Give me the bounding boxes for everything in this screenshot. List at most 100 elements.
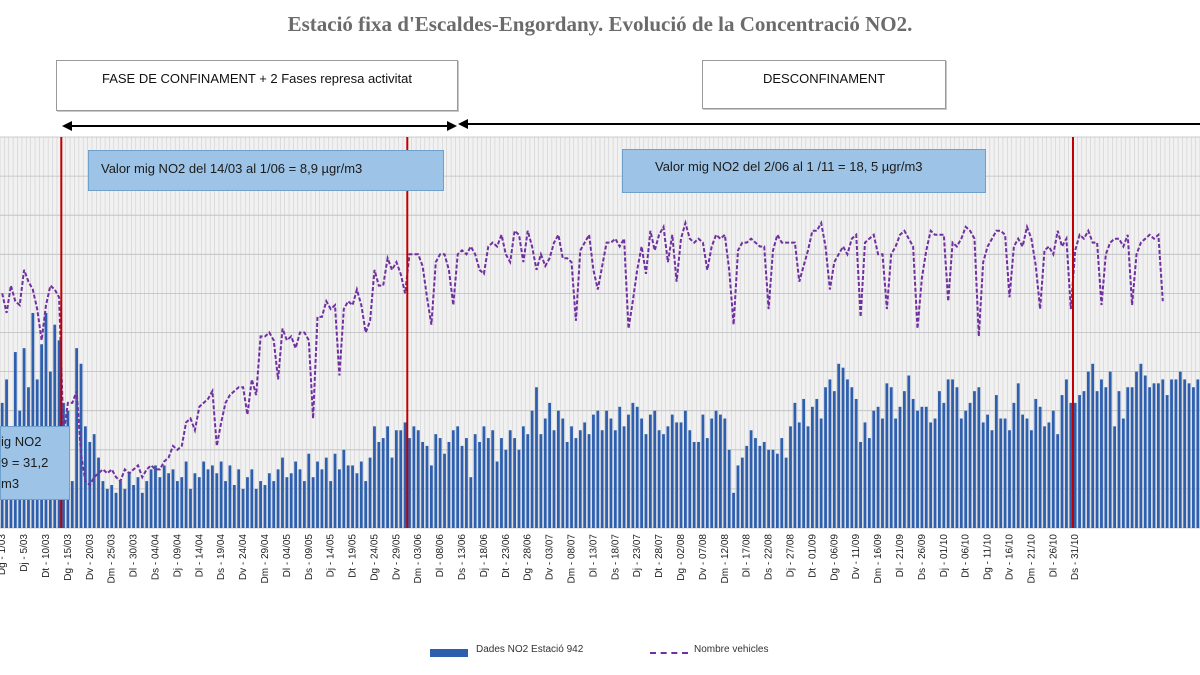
no2-bar [145,481,149,528]
x-tick-label: Dl - 26/10 [1048,534,1059,578]
no2-bar [600,430,604,528]
no2-bar [679,422,683,528]
no2-bar [648,414,652,528]
no2-bar [1051,410,1055,528]
no2-bar [1095,391,1099,528]
no2-bar [1060,395,1064,528]
no2-bar [171,469,175,528]
x-tick-label: Ds - 09/05 [304,534,315,581]
no2-bar [1100,379,1103,528]
no2-bar [193,473,197,528]
x-tick-label: Dm - 16/09 [873,534,884,584]
no2-bar [267,473,271,528]
no2-bar [1121,418,1125,528]
no2-bar [539,434,543,528]
no2-bar [938,391,941,528]
no2-bar [758,445,762,528]
no2-bar [355,473,359,528]
no2-bar [1025,418,1029,528]
x-tick-label: Ds - 13/06 [457,534,468,581]
no2-bar [211,465,214,528]
line-series-swatch [650,652,688,654]
no2-bar [916,410,919,528]
no2-bar [578,430,582,528]
x-tick-label: Ds - 22/08 [764,534,775,581]
no2-bar [1043,426,1046,528]
no2-bar [692,441,696,528]
no2-bar [767,449,771,528]
no2-bar [351,465,354,528]
no2-bar [535,387,538,528]
no2-bar [311,477,315,528]
no2-bar [154,465,157,528]
no2-bar [1161,379,1165,528]
no2-bar [1170,379,1173,528]
no2-bar [44,312,48,528]
no2-bar [1113,426,1116,528]
legend-label-no2: Dades NO2 Estació 942 [476,644,584,655]
x-tick-label: Ds - 04/04 [151,534,162,581]
no2-bar [447,441,451,528]
no2-bar [640,418,644,528]
no2-bar [97,457,100,528]
no2-bar [84,426,87,528]
no2-bar [942,402,946,528]
no2-bar [561,418,565,528]
no2-bar [543,418,547,528]
no2-bar [377,441,381,528]
no2-bar [854,398,858,528]
no2-bar [819,418,823,528]
no2-bar [824,387,827,528]
x-tick-label: Dm - 25/03 [107,534,118,584]
confinement-phase-label: FASE DE CONFINAMENT + 2 Fases represa ac… [56,60,458,111]
no2-bar [119,481,122,528]
no2-bar [973,391,976,528]
no2-bar [281,457,284,528]
no2-bar [644,434,648,528]
no2-bar [898,406,902,528]
no2-bar [911,398,915,528]
x-tick-label: Dj - 23/07 [632,534,643,578]
x-tick-label: Dv - 03/07 [545,534,556,581]
x-tick-label: Dm - 12/08 [720,534,731,584]
x-tick-label: Dt - 23/06 [501,534,512,578]
no2-bar [184,461,188,528]
no2-bar [224,481,227,528]
x-tick-label: Dl - 14/04 [194,534,205,578]
no2-bar [1148,387,1152,528]
no2-bar [517,449,521,528]
no2-bar [132,484,135,528]
no2-bar [999,418,1003,528]
no2-bar [1152,383,1156,528]
no2-bar [902,391,906,528]
no2-bar [342,449,346,528]
no2-bar [565,441,569,528]
no2-bar [478,441,481,528]
x-tick-label: Dv - 29/05 [391,534,402,581]
no2-bar [289,473,293,528]
no2-bar [215,473,219,528]
x-tick-label: Dg - 15/03 [63,534,74,581]
no2-bar [1135,371,1138,528]
x-tick-label: Dj - 27/08 [786,534,797,578]
no2-bar [1174,379,1178,528]
no2-bar [302,481,306,528]
no2-bar [276,469,280,528]
no2-bar [618,406,622,528]
x-tick-label: Dt - 19/05 [348,534,359,578]
no2-bar [526,434,530,528]
bar-series-swatch [430,649,468,657]
x-tick-label: Dl - 04/05 [282,534,293,578]
no2-bar [657,430,661,528]
no2-bar [574,438,578,528]
no2-bar [1069,402,1073,528]
no2-bar [736,465,740,528]
no2-bar [429,465,433,528]
x-tick-label: Dg - 28/06 [523,534,534,581]
x-tick-label: Ds - 26/09 [917,534,928,581]
no2-bar [175,481,179,528]
no2-bar [394,430,398,528]
no2-bar [745,445,749,528]
no2-bar [386,426,389,528]
no2-bar [75,348,79,528]
